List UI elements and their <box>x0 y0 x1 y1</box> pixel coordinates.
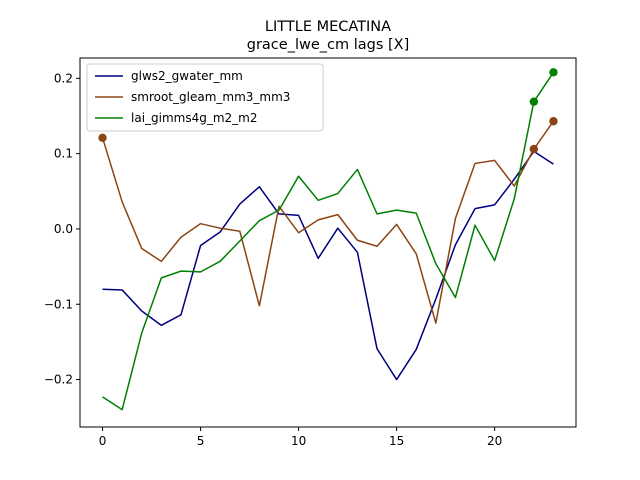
y-tick-label: −0.1 <box>44 297 73 311</box>
x-axis: 0 5 10 15 20 <box>99 427 502 448</box>
y-tick-label: 0.1 <box>54 147 73 161</box>
y-axis: −0.2 −0.1 0.0 0.1 0.2 <box>44 71 80 387</box>
x-tick-label: 15 <box>389 434 404 448</box>
x-tick-label: 0 <box>99 434 107 448</box>
x-tick-label: 20 <box>487 434 502 448</box>
x-tick-label: 5 <box>197 434 205 448</box>
y-tick-label: 0.2 <box>54 71 73 85</box>
series-line-lai_gimms4g_m2_m2 <box>102 71 555 411</box>
legend-label: glws2_gwater_mm <box>131 69 243 83</box>
legend: glws2_gwater_mm smroot_gleam_mm3_mm3 lai_g… <box>86 63 324 132</box>
series-line-glws2_gwater_mm <box>102 150 554 381</box>
plot-frame <box>79 57 577 428</box>
series-point-lai_gimms4g_m2_m2 <box>529 97 539 106</box>
legend-label: lai_gimms4g_m2_m2 <box>131 111 258 125</box>
y-tick-label: 0.0 <box>54 222 73 236</box>
chart-title: LITTLE MECATINA <box>265 19 391 35</box>
y-tick-label: −0.2 <box>44 373 73 387</box>
series-point-smroot_gleam_mm3_mm3 <box>529 144 539 154</box>
legend-box <box>86 63 324 132</box>
series-point-lai_gimms4g_m2_m2 <box>549 68 558 77</box>
chart-subtitle: grace_lwe_cm lags [X] <box>247 37 410 53</box>
series-line-smroot_gleam_mm3_mm3 <box>101 120 555 324</box>
series-point-smroot_gleam_mm3_mm3 <box>98 133 107 143</box>
x-tick-label: 10 <box>291 434 306 448</box>
legend-label: smroot_gleam_mm3_mm3 <box>131 90 290 104</box>
series-point-smroot_gleam_mm3_mm3 <box>549 117 558 126</box>
series-layer <box>98 68 558 411</box>
